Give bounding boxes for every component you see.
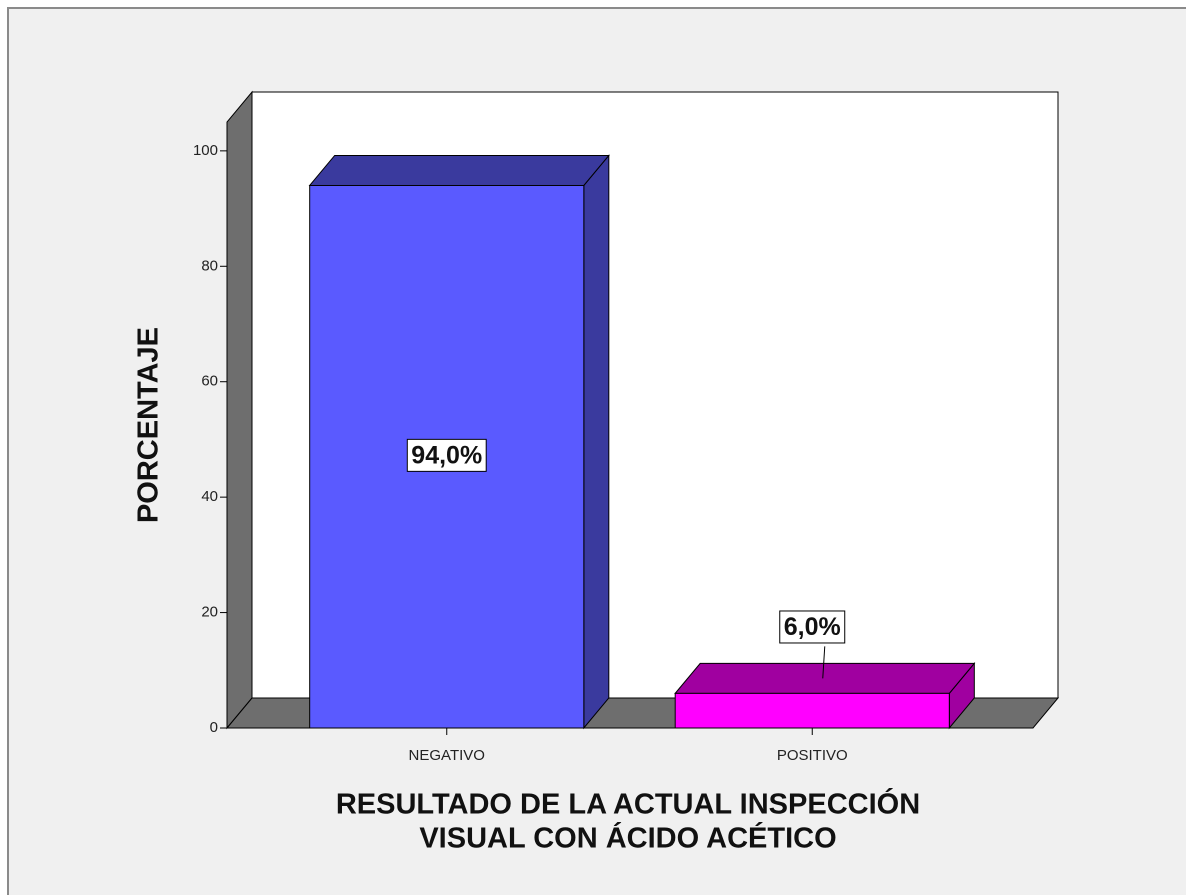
y-tick-label: 40 — [201, 488, 218, 505]
y-tick-label: 20 — [201, 604, 218, 621]
label-leader — [822, 646, 826, 679]
y-tick-label: 60 — [201, 373, 218, 390]
left-wall — [226, 90, 253, 730]
y-tick-label: 100 — [193, 142, 218, 159]
value-label-box — [779, 610, 846, 644]
x-tick-label: POSITIVO — [777, 747, 848, 764]
y-tick-label: 80 — [201, 257, 218, 274]
y-tick-label: 0 — [210, 719, 218, 736]
x-tick-label: NEGATIVO — [409, 747, 485, 764]
value-label: 6,0% — [784, 613, 841, 641]
bar — [674, 692, 950, 729]
bar-top — [674, 662, 976, 694]
value-label: 94,0% — [411, 441, 482, 469]
bar-side — [583, 154, 610, 730]
bar-top — [308, 154, 610, 186]
y-axis-title: PORCENTAJE — [133, 327, 165, 523]
x-axis-title: RESULTADO DE LA ACTUAL INSPECCIÓN — [336, 787, 920, 821]
value-label-box — [406, 438, 487, 472]
x-axis-title: VISUAL CON ÁCIDO ACÉTICO — [419, 821, 836, 855]
